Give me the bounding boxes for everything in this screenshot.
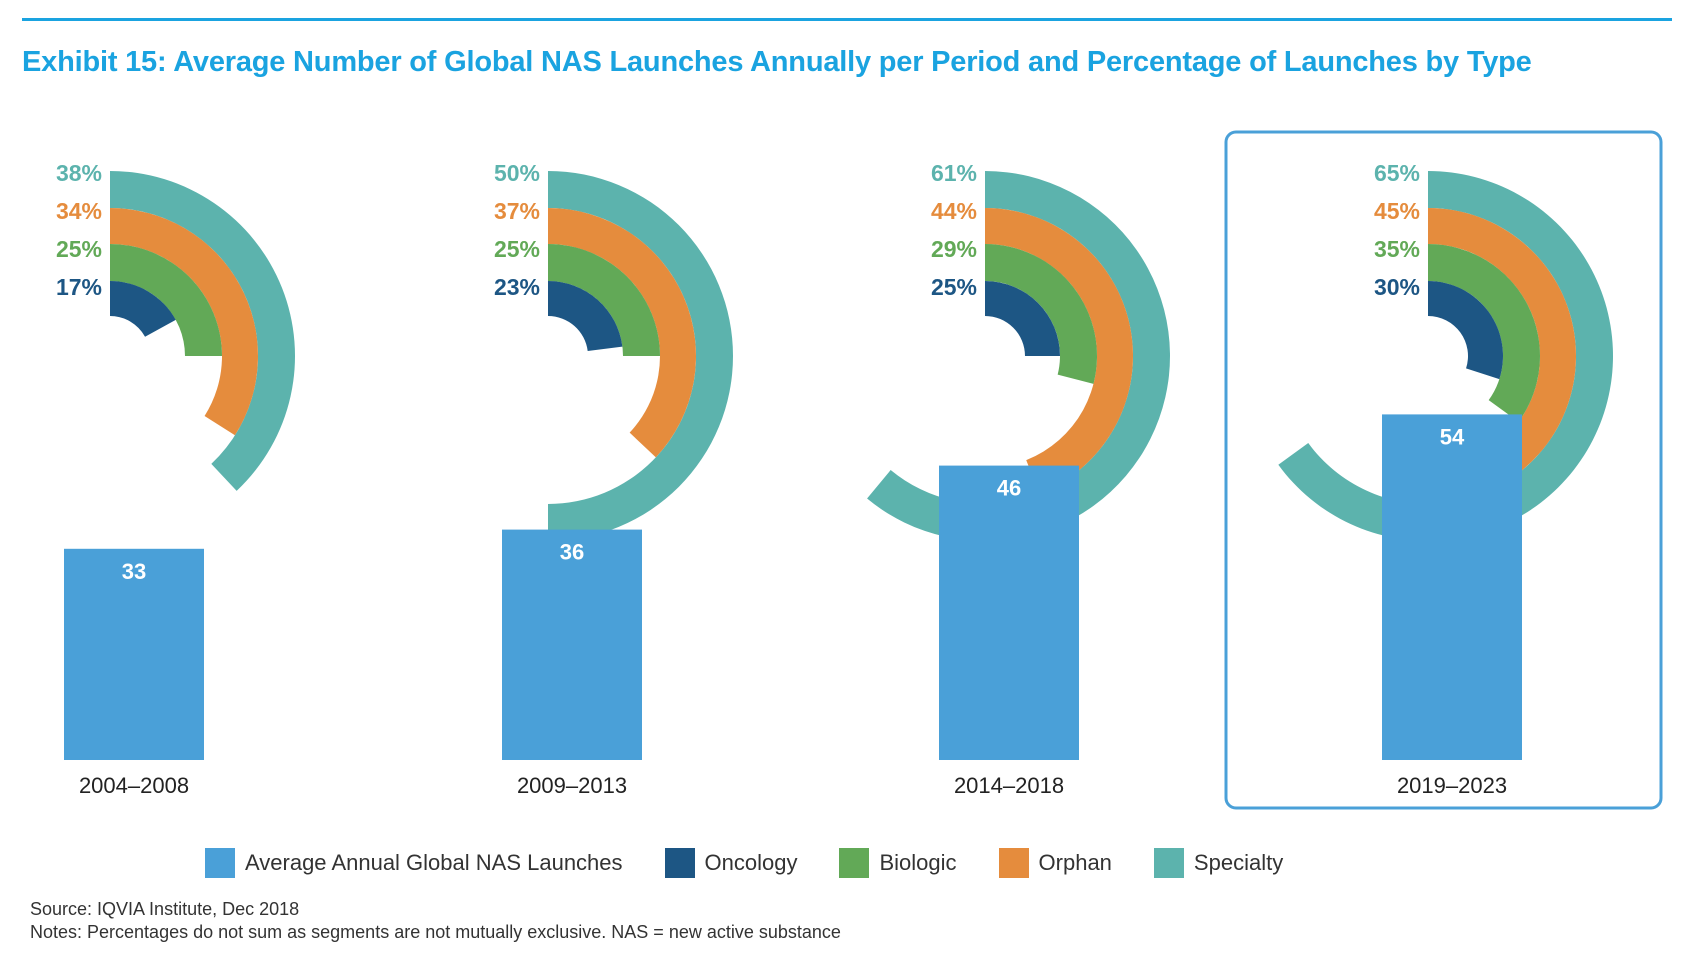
- period-label: 2019–2023: [1397, 773, 1507, 798]
- period-label: 2014–2018: [954, 773, 1064, 798]
- source-note: Source: IQVIA Institute, Dec 2018: [30, 899, 300, 919]
- chart-title: Exhibit 15: Average Number of Global NAS…: [22, 46, 1532, 78]
- pct-label-oncology: 17%: [56, 274, 102, 300]
- period-group: 38% 34% 25% 17% 33 2004–2008: [56, 160, 296, 798]
- radial-arc-orphan: [548, 208, 696, 458]
- notes-text: Notes: Percentages do not sum as segment…: [30, 922, 841, 942]
- pct-label-biologic: 25%: [56, 236, 102, 262]
- radial-arc-biologic: [110, 244, 222, 356]
- legend-item: Orphan: [998, 848, 1112, 878]
- pct-label-orphan: 34%: [56, 198, 102, 224]
- legend-label: Biologic: [879, 850, 957, 875]
- pct-label-orphan: 37%: [494, 198, 540, 224]
- period-label: 2004–2008: [79, 773, 189, 798]
- radial-arc-biologic: [548, 244, 660, 356]
- radial-arc-specialty: [110, 171, 296, 491]
- radial-arc-orphan: [1428, 208, 1577, 497]
- legend-label: Oncology: [704, 850, 798, 875]
- radial-arc-specialty: [548, 171, 733, 541]
- radial-arc-oncology: [548, 281, 623, 351]
- period-group: 65% 45% 35% 30% 54 2019–2023: [1278, 160, 1614, 798]
- legend-swatch: [664, 848, 695, 878]
- legend-swatch: [1153, 848, 1184, 878]
- legend-item: Average Annual Global NAS Launches: [205, 848, 623, 878]
- bar: [64, 548, 204, 760]
- radial-arc-oncology: [110, 281, 176, 337]
- top-rule: [22, 18, 1672, 21]
- pct-label-specialty: 61%: [931, 160, 977, 186]
- legend-item: Specialty: [1153, 848, 1284, 878]
- period-group: 61% 44% 29% 25% 46 2014–2018: [867, 160, 1170, 798]
- pct-label-orphan: 45%: [1374, 198, 1420, 224]
- legend-item: Oncology: [664, 848, 798, 878]
- radial-arc-oncology: [1428, 281, 1503, 380]
- bar: [502, 529, 642, 760]
- bar-value-label: 33: [122, 559, 146, 584]
- legend-swatch: [998, 848, 1029, 878]
- pct-label-specialty: 38%: [56, 160, 102, 186]
- bar-value-label: 36: [560, 540, 584, 565]
- pct-label-specialty: 50%: [494, 160, 540, 186]
- bar: [939, 465, 1079, 760]
- radial-arc-orphan: [985, 208, 1134, 494]
- pct-label-specialty: 65%: [1374, 160, 1420, 186]
- pct-label-oncology: 23%: [494, 274, 540, 300]
- pct-label-oncology: 30%: [1374, 274, 1420, 300]
- radial-arc-orphan: [110, 208, 258, 436]
- period-label: 2009–2013: [517, 773, 627, 798]
- period-group: 50% 37% 25% 23% 36 2009–2013: [494, 160, 733, 798]
- legend-label: Average Annual Global NAS Launches: [245, 850, 623, 875]
- pct-label-orphan: 44%: [931, 198, 977, 224]
- bar-value-label: 54: [1440, 424, 1465, 449]
- legend-label: Specialty: [1193, 850, 1284, 875]
- highlight-box: [1224, 130, 1663, 810]
- legend-swatch: [205, 848, 235, 878]
- pct-label-biologic: 25%: [494, 236, 540, 262]
- legend-label: Orphan: [1038, 850, 1112, 875]
- pct-label-biologic: 29%: [931, 236, 977, 262]
- legend-swatch: [839, 848, 870, 878]
- legend: Average Annual Global NAS Launches Oncolo…: [205, 848, 1325, 878]
- bar: [1382, 414, 1522, 760]
- pct-label-biologic: 35%: [1374, 236, 1420, 262]
- bar-value-label: 46: [997, 476, 1021, 501]
- radial-arc-biologic: [1428, 244, 1541, 422]
- radial-arc-oncology: [985, 281, 1060, 356]
- radial-arc-specialty: [867, 171, 1170, 541]
- pct-label-oncology: 25%: [931, 274, 977, 300]
- radial-arc-biologic: [985, 244, 1097, 384]
- legend-item: Biologic: [839, 848, 957, 878]
